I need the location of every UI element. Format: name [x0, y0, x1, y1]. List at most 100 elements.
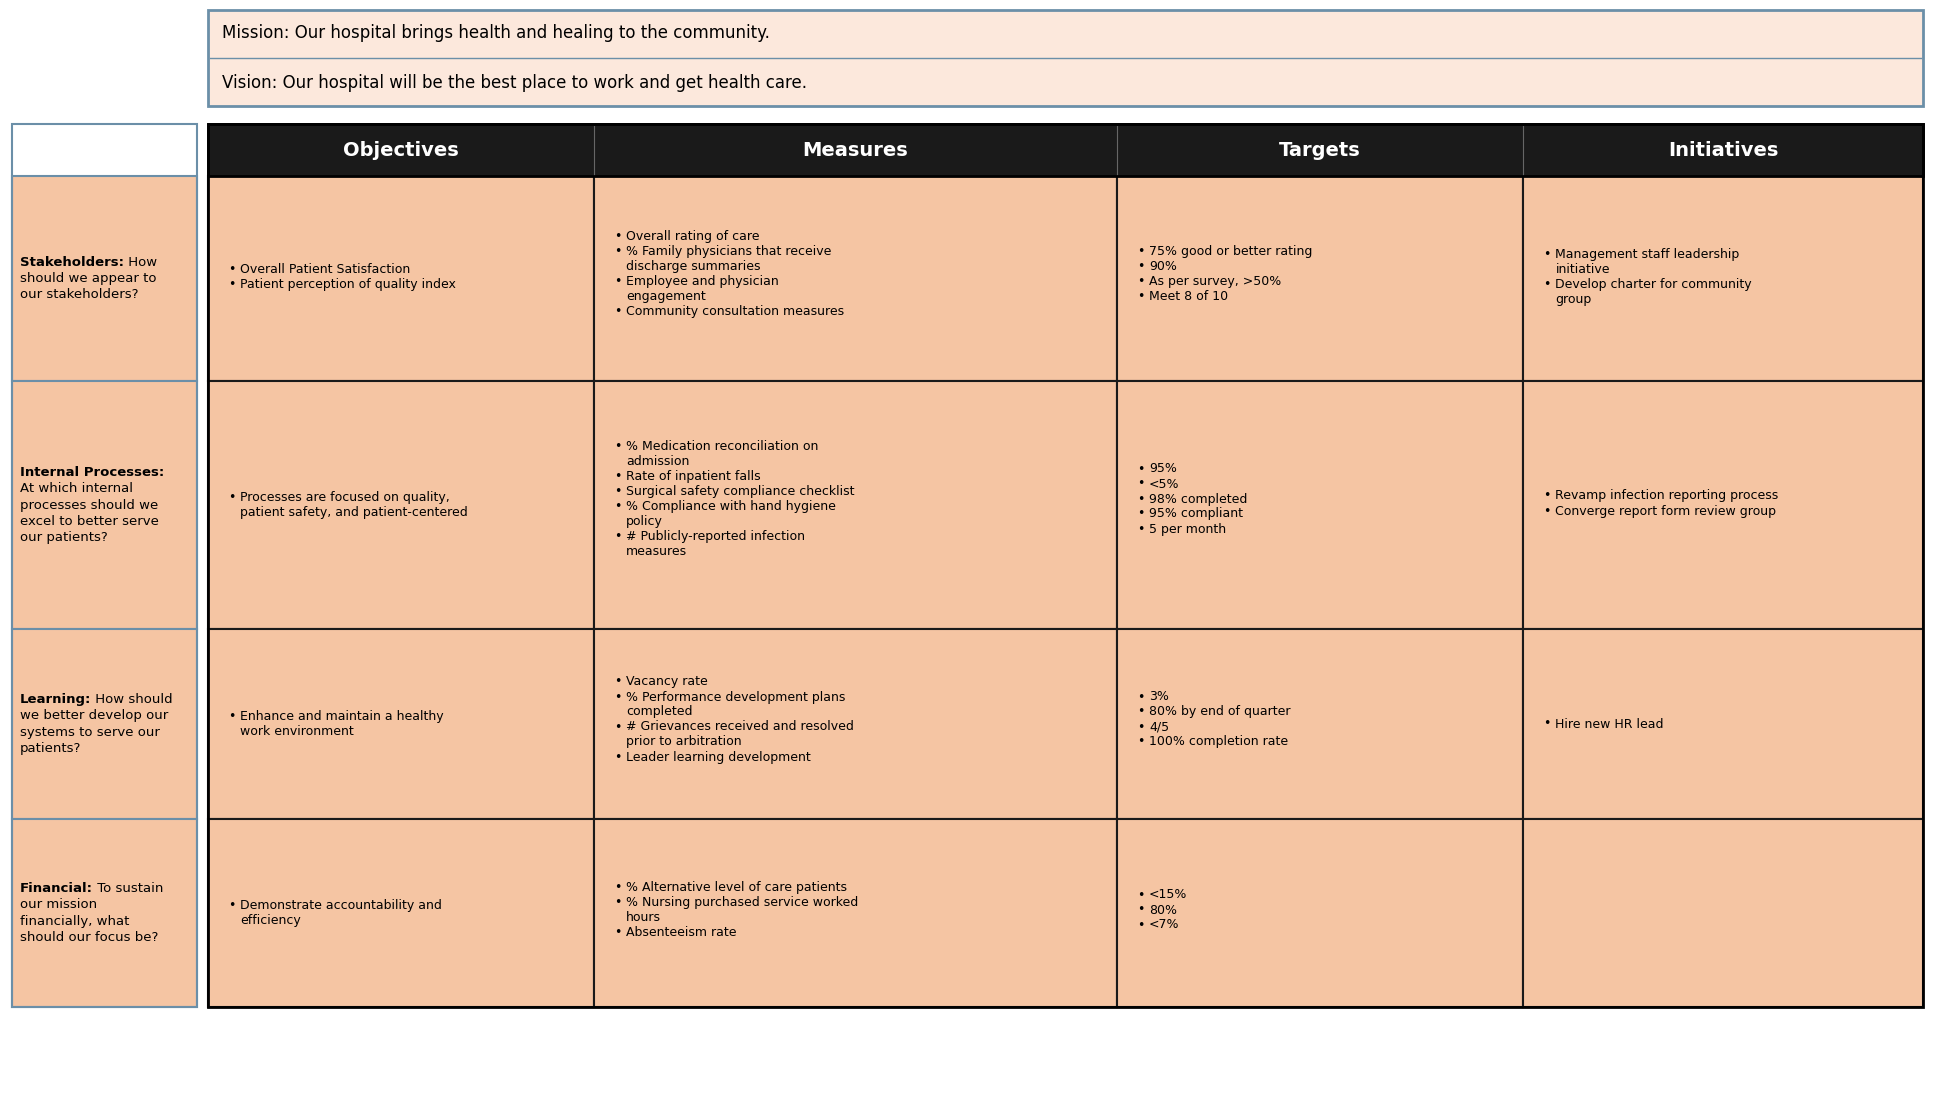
- Text: •: •: [229, 710, 235, 723]
- Text: Objectives: Objectives: [343, 140, 460, 160]
- Text: Management staff leadership: Management staff leadership: [1555, 248, 1739, 261]
- Text: policy: policy: [626, 515, 663, 528]
- Text: •: •: [1136, 889, 1144, 902]
- Text: we better develop our: we better develop our: [19, 709, 169, 722]
- Text: •: •: [613, 486, 620, 498]
- Text: Internal Processes:: Internal Processes:: [19, 466, 165, 479]
- Text: % Alternative level of care patients: % Alternative level of care patients: [626, 881, 847, 894]
- Polygon shape: [593, 819, 1117, 1007]
- Text: •: •: [229, 263, 235, 276]
- Text: •: •: [1136, 706, 1144, 719]
- Text: Converge report form review group: Converge report form review group: [1555, 504, 1776, 517]
- Text: 80%: 80%: [1148, 903, 1177, 916]
- Text: our stakeholders?: our stakeholders?: [19, 288, 138, 301]
- Polygon shape: [12, 176, 198, 381]
- Text: •: •: [1136, 918, 1144, 932]
- Text: •: •: [613, 305, 620, 318]
- Text: 5 per month: 5 per month: [1148, 523, 1225, 536]
- Text: excel to better serve: excel to better serve: [19, 515, 159, 528]
- Text: Vacancy rate: Vacancy rate: [626, 675, 708, 688]
- Text: Processes are focused on quality,: Processes are focused on quality,: [240, 491, 450, 504]
- Text: •: •: [613, 675, 620, 688]
- Text: measures: measures: [626, 545, 686, 558]
- Text: 3%: 3%: [1148, 690, 1167, 704]
- Text: Financial:: Financial:: [19, 882, 93, 894]
- Text: •: •: [613, 230, 620, 243]
- Text: •: •: [1543, 718, 1549, 731]
- Text: Absenteeism rate: Absenteeism rate: [626, 926, 737, 939]
- Polygon shape: [207, 10, 1922, 106]
- Polygon shape: [12, 381, 198, 629]
- Text: efficiency: efficiency: [240, 914, 301, 927]
- Text: •: •: [1136, 290, 1144, 302]
- Text: Learning:: Learning:: [19, 693, 91, 706]
- Text: •: •: [613, 897, 620, 909]
- Text: At which internal: At which internal: [19, 482, 134, 495]
- Text: •: •: [229, 278, 235, 292]
- Text: <5%: <5%: [1148, 478, 1179, 491]
- Text: •: •: [1136, 507, 1144, 521]
- Polygon shape: [593, 176, 1117, 381]
- Text: Overall Patient Satisfaction: Overall Patient Satisfaction: [240, 263, 409, 276]
- Text: To sustain: To sustain: [93, 882, 163, 894]
- Text: Vision: Our hospital will be the best place to work and get health care.: Vision: Our hospital will be the best pl…: [221, 75, 807, 92]
- Text: •: •: [1136, 523, 1144, 536]
- Text: <7%: <7%: [1148, 918, 1179, 932]
- Text: •: •: [1543, 278, 1549, 292]
- Text: Employee and physician: Employee and physician: [626, 275, 778, 288]
- Text: Rate of inpatient falls: Rate of inpatient falls: [626, 470, 760, 483]
- Text: should our focus be?: should our focus be?: [19, 932, 159, 945]
- Text: •: •: [1136, 735, 1144, 749]
- Text: •: •: [1543, 504, 1549, 517]
- Text: 4/5: 4/5: [1148, 720, 1169, 733]
- Polygon shape: [207, 124, 1922, 176]
- Text: Revamp infection reporting process: Revamp infection reporting process: [1555, 490, 1778, 502]
- Text: •: •: [613, 530, 620, 543]
- Text: •: •: [229, 491, 235, 504]
- Text: •: •: [613, 439, 620, 453]
- Text: •: •: [613, 751, 620, 764]
- Text: •: •: [1136, 463, 1144, 476]
- Text: 95% compliant: 95% compliant: [1148, 507, 1243, 521]
- Text: •: •: [1136, 720, 1144, 733]
- Text: admission: admission: [626, 455, 688, 468]
- Text: # Publicly-reported infection: # Publicly-reported infection: [626, 530, 805, 543]
- Text: engagement: engagement: [626, 290, 706, 302]
- Text: As per survey, >50%: As per survey, >50%: [1148, 275, 1280, 288]
- Text: should we appear to: should we appear to: [19, 272, 157, 285]
- Text: •: •: [613, 246, 620, 258]
- Text: •: •: [613, 926, 620, 939]
- Text: Patient perception of quality index: Patient perception of quality index: [240, 278, 456, 292]
- Text: systems to serve our: systems to serve our: [19, 726, 159, 739]
- Text: Mission: Our hospital brings health and healing to the community.: Mission: Our hospital brings health and …: [221, 24, 770, 42]
- Text: •: •: [1136, 478, 1144, 491]
- Text: completed: completed: [626, 706, 692, 719]
- Text: Targets: Targets: [1278, 140, 1361, 160]
- Text: •: •: [1543, 490, 1549, 502]
- Text: hours: hours: [626, 911, 661, 924]
- Text: processes should we: processes should we: [19, 499, 159, 512]
- Text: work environment: work environment: [240, 724, 353, 738]
- Text: Stakeholders:: Stakeholders:: [19, 255, 124, 269]
- Text: 90%: 90%: [1148, 260, 1177, 273]
- Text: Overall rating of care: Overall rating of care: [626, 230, 758, 243]
- Text: Hire new HR lead: Hire new HR lead: [1555, 718, 1664, 731]
- Polygon shape: [593, 629, 1117, 819]
- Polygon shape: [1522, 381, 1922, 629]
- Text: initiative: initiative: [1555, 263, 1609, 276]
- Polygon shape: [1522, 629, 1922, 819]
- Polygon shape: [1117, 176, 1522, 381]
- Text: our mission: our mission: [19, 899, 97, 911]
- Polygon shape: [207, 819, 593, 1007]
- Polygon shape: [207, 629, 593, 819]
- Polygon shape: [12, 629, 198, 819]
- Text: prior to arbitration: prior to arbitration: [626, 735, 741, 749]
- Text: How should: How should: [91, 693, 173, 706]
- Text: Measures: Measures: [803, 140, 907, 160]
- Text: •: •: [613, 470, 620, 483]
- Text: •: •: [1543, 248, 1549, 261]
- Text: •: •: [1136, 903, 1144, 916]
- Text: Meet 8 of 10: Meet 8 of 10: [1148, 290, 1227, 302]
- Text: 100% completion rate: 100% completion rate: [1148, 735, 1287, 749]
- Polygon shape: [593, 381, 1117, 629]
